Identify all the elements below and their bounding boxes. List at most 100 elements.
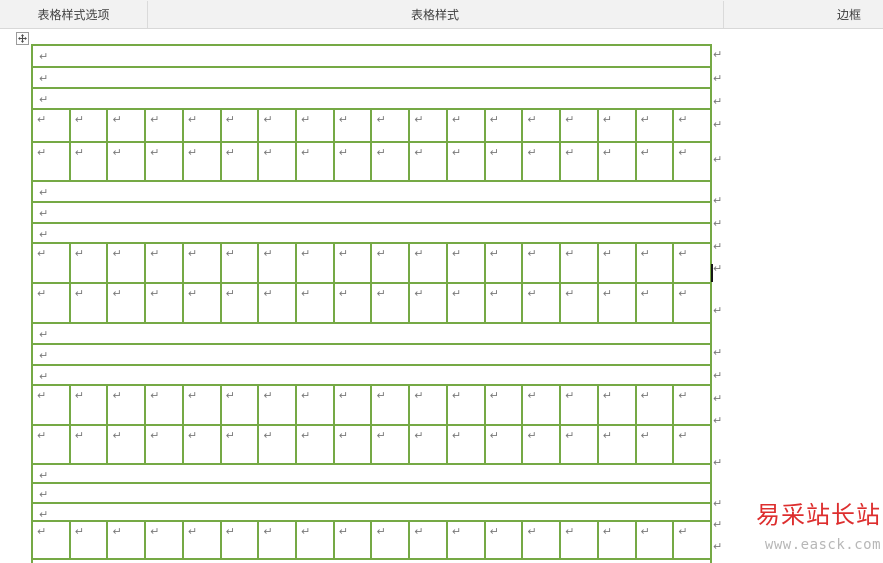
table-cell[interactable]: ↵ <box>523 426 562 463</box>
table-cell[interactable]: ↵ <box>410 284 448 322</box>
table-cell[interactable]: ↵ <box>108 244 147 282</box>
table-cell[interactable]: ↵ <box>372 244 411 282</box>
table-row[interactable]: ↵ <box>33 68 710 89</box>
table-cell[interactable]: ↵ <box>71 110 109 141</box>
table-cell[interactable]: ↵ <box>33 426 71 463</box>
table-cell[interactable]: ↵ <box>33 386 71 424</box>
table-row[interactable]: ↵ <box>33 203 710 224</box>
table-cell[interactable]: ↵ <box>184 426 222 463</box>
table-cell[interactable]: ↵ <box>146 143 184 180</box>
table-cell[interactable]: ↵ <box>561 386 599 424</box>
table-cell[interactable]: ↵ <box>410 110 448 141</box>
table-cell[interactable]: ↵ <box>33 284 71 322</box>
table-cell[interactable]: ↵ <box>222 143 260 180</box>
table-cell[interactable]: ↵ <box>335 244 373 282</box>
table-cell[interactable]: ↵ <box>71 386 109 424</box>
table-cell[interactable]: ↵ <box>33 244 71 282</box>
table-cell[interactable]: ↵ <box>523 284 562 322</box>
table-cell[interactable]: ↵ <box>108 284 147 322</box>
table-cell[interactable]: ↵ <box>259 284 298 322</box>
table-cell[interactable]: ↵ <box>259 522 298 558</box>
table-cell[interactable]: ↵ <box>599 522 637 558</box>
table-cell[interactable]: ↵ <box>222 244 260 282</box>
table-cell[interactable]: ↵ <box>297 244 335 282</box>
table-row[interactable]: ↵ <box>33 345 710 366</box>
table-cell[interactable]: ↵ <box>486 244 524 282</box>
table-cell[interactable]: ↵ <box>108 143 147 180</box>
table-row[interactable]: ↵ <box>33 182 710 203</box>
table-cell[interactable]: ↵ <box>71 143 109 180</box>
table-cell[interactable]: ↵ <box>259 110 298 141</box>
table-cell[interactable]: ↵ <box>259 386 298 424</box>
table-cell[interactable]: ↵ <box>222 110 260 141</box>
table-cell[interactable]: ↵ <box>599 426 637 463</box>
table-cell[interactable]: ↵ <box>259 244 298 282</box>
table-cell[interactable]: ↵ <box>486 426 524 463</box>
table-cell[interactable]: ↵ <box>259 426 298 463</box>
table-move-handle[interactable] <box>16 32 29 45</box>
table-cell[interactable]: ↵ <box>297 110 335 141</box>
table-cell[interactable]: ↵ <box>222 284 260 322</box>
table-cell[interactable]: ↵ <box>674 426 710 463</box>
table-cell[interactable]: ↵ <box>561 244 599 282</box>
table-cell[interactable]: ↵ <box>637 244 675 282</box>
table-cell[interactable]: ↵ <box>561 284 599 322</box>
table-row[interactable]: ↵ <box>33 465 710 484</box>
table-cell[interactable]: ↵ <box>561 143 599 180</box>
table-cell[interactable]: ↵ <box>335 110 373 141</box>
table-cell[interactable]: ↵ <box>410 426 448 463</box>
ribbon-group-borders[interactable]: 边框 <box>836 8 861 22</box>
table-cell[interactable]: ↵ <box>335 386 373 424</box>
table-cell[interactable]: ↵ <box>335 143 373 180</box>
table-cell[interactable]: ↵ <box>410 522 448 558</box>
table-cell[interactable]: ↵ <box>184 244 222 282</box>
table-cell[interactable]: ↵ <box>71 426 109 463</box>
table-cell[interactable]: ↵ <box>108 522 147 558</box>
table-cell[interactable]: ↵ <box>674 244 710 282</box>
table-cell[interactable]: ↵ <box>372 426 411 463</box>
table-cell[interactable]: ↵ <box>523 143 562 180</box>
table-cell[interactable]: ↵ <box>448 284 486 322</box>
table-cell[interactable]: ↵ <box>448 426 486 463</box>
table-cell[interactable]: ↵ <box>335 522 373 558</box>
table-cell[interactable]: ↵ <box>486 386 524 424</box>
table-cell[interactable]: ↵ <box>410 244 448 282</box>
table-cell[interactable]: ↵ <box>599 143 637 180</box>
table-cell[interactable]: ↵ <box>448 522 486 558</box>
table-cell[interactable]: ↵ <box>410 386 448 424</box>
table-cell[interactable]: ↵ <box>297 143 335 180</box>
table-cell[interactable]: ↵ <box>146 110 184 141</box>
table-cell[interactable]: ↵ <box>297 522 335 558</box>
table-cell[interactable]: ↵ <box>523 522 562 558</box>
table-cell[interactable]: ↵ <box>637 110 675 141</box>
table-cell[interactable]: ↵ <box>372 110 411 141</box>
table-cell[interactable]: ↵ <box>372 386 411 424</box>
table-cell[interactable]: ↵ <box>448 110 486 141</box>
table-cell[interactable]: ↵ <box>448 143 486 180</box>
table-cell[interactable]: ↵ <box>184 110 222 141</box>
table-cell[interactable]: ↵ <box>71 522 109 558</box>
table-row[interactable]: ↵ <box>33 366 710 386</box>
table-cell[interactable]: ↵ <box>410 143 448 180</box>
table-cell[interactable]: ↵ <box>108 426 147 463</box>
table-cell[interactable]: ↵ <box>297 284 335 322</box>
table-cell[interactable]: ↵ <box>108 110 147 141</box>
table-cell[interactable]: ↵ <box>486 522 524 558</box>
table-row[interactable]: ↵ <box>33 46 710 68</box>
table-cell[interactable]: ↵ <box>146 244 184 282</box>
table-cell[interactable]: ↵ <box>599 284 637 322</box>
ribbon-group-table-style-options[interactable]: 表格样式选项 <box>37 8 110 22</box>
table-row[interactable]: ↵ <box>33 89 710 110</box>
table-cell[interactable]: ↵ <box>184 284 222 322</box>
table-cell[interactable]: ↵ <box>335 284 373 322</box>
table-cell[interactable]: ↵ <box>297 386 335 424</box>
table-cell[interactable]: ↵ <box>486 110 524 141</box>
table-cell[interactable]: ↵ <box>561 522 599 558</box>
table-cell[interactable]: ↵ <box>372 143 411 180</box>
table-cell[interactable]: ↵ <box>71 244 109 282</box>
table-cell[interactable]: ↵ <box>222 386 260 424</box>
table-row[interactable]: ↵ <box>33 484 710 504</box>
table-cell[interactable]: ↵ <box>523 110 562 141</box>
table-cell[interactable]: ↵ <box>674 110 710 141</box>
table-row[interactable]: ↵ <box>33 224 710 244</box>
